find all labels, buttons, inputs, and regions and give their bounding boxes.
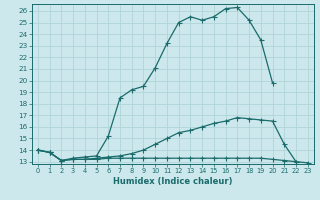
X-axis label: Humidex (Indice chaleur): Humidex (Indice chaleur) [113, 177, 233, 186]
